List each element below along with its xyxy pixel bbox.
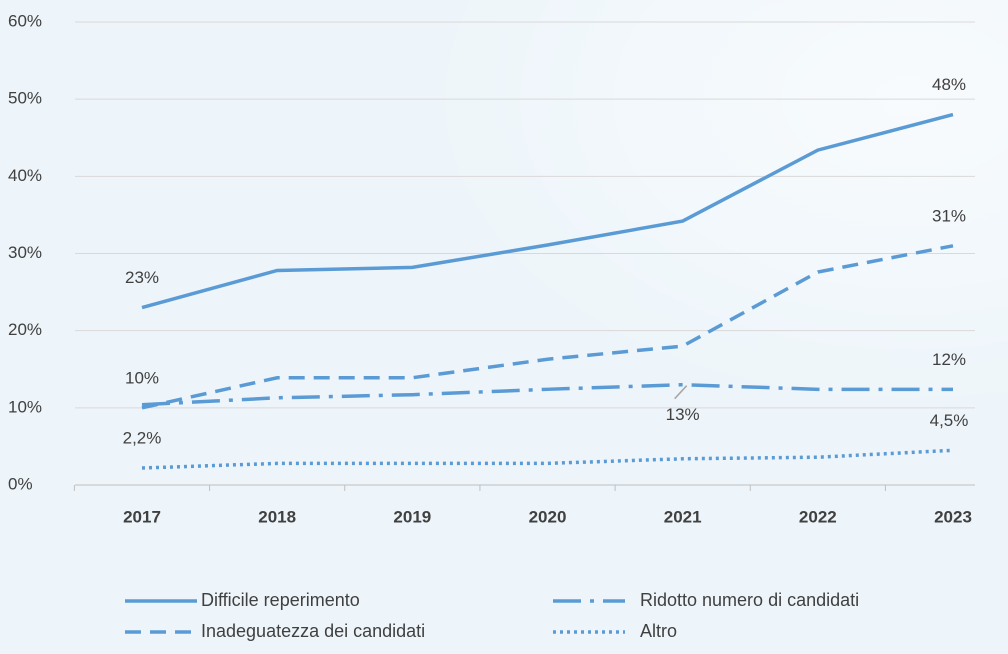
data-label: 12% bbox=[932, 350, 966, 369]
data-label: 31% bbox=[932, 206, 966, 225]
legend-label: Inadeguatezza dei candidati bbox=[201, 621, 425, 641]
leader-line bbox=[674, 385, 688, 400]
data-label: 48% bbox=[932, 75, 966, 94]
x-tick-label: 2022 bbox=[799, 507, 837, 526]
data-label: 4,5% bbox=[930, 411, 969, 430]
y-tick-label: 40% bbox=[8, 166, 42, 185]
y-tick-label: 60% bbox=[8, 11, 42, 30]
legend-label: Altro bbox=[640, 621, 677, 641]
series-line bbox=[141, 112, 954, 310]
x-tick-label: 2017 bbox=[123, 507, 161, 526]
y-tick-label: 50% bbox=[8, 89, 42, 108]
x-tick-label: 2020 bbox=[529, 507, 567, 526]
series-line bbox=[141, 382, 953, 407]
legend-label: Difficile reperimento bbox=[201, 590, 360, 610]
data-label: 10% bbox=[125, 368, 159, 387]
data-label: 23% bbox=[125, 268, 159, 287]
series-line bbox=[141, 448, 954, 470]
x-tick-label: 2021 bbox=[664, 507, 702, 526]
y-tick-label: 30% bbox=[8, 243, 42, 262]
x-tick-label: 2018 bbox=[258, 507, 296, 526]
x-tick-label: 2023 bbox=[934, 507, 972, 526]
y-tick-label: 20% bbox=[8, 320, 42, 339]
series-line bbox=[141, 244, 954, 410]
y-tick-label: 0% bbox=[8, 474, 33, 493]
data-label: 2,2% bbox=[123, 429, 162, 448]
x-tick-label: 2019 bbox=[393, 507, 431, 526]
y-tick-label: 10% bbox=[8, 397, 42, 416]
legend-label: Ridotto numero di candidati bbox=[640, 590, 859, 610]
data-label: 13% bbox=[666, 405, 700, 424]
